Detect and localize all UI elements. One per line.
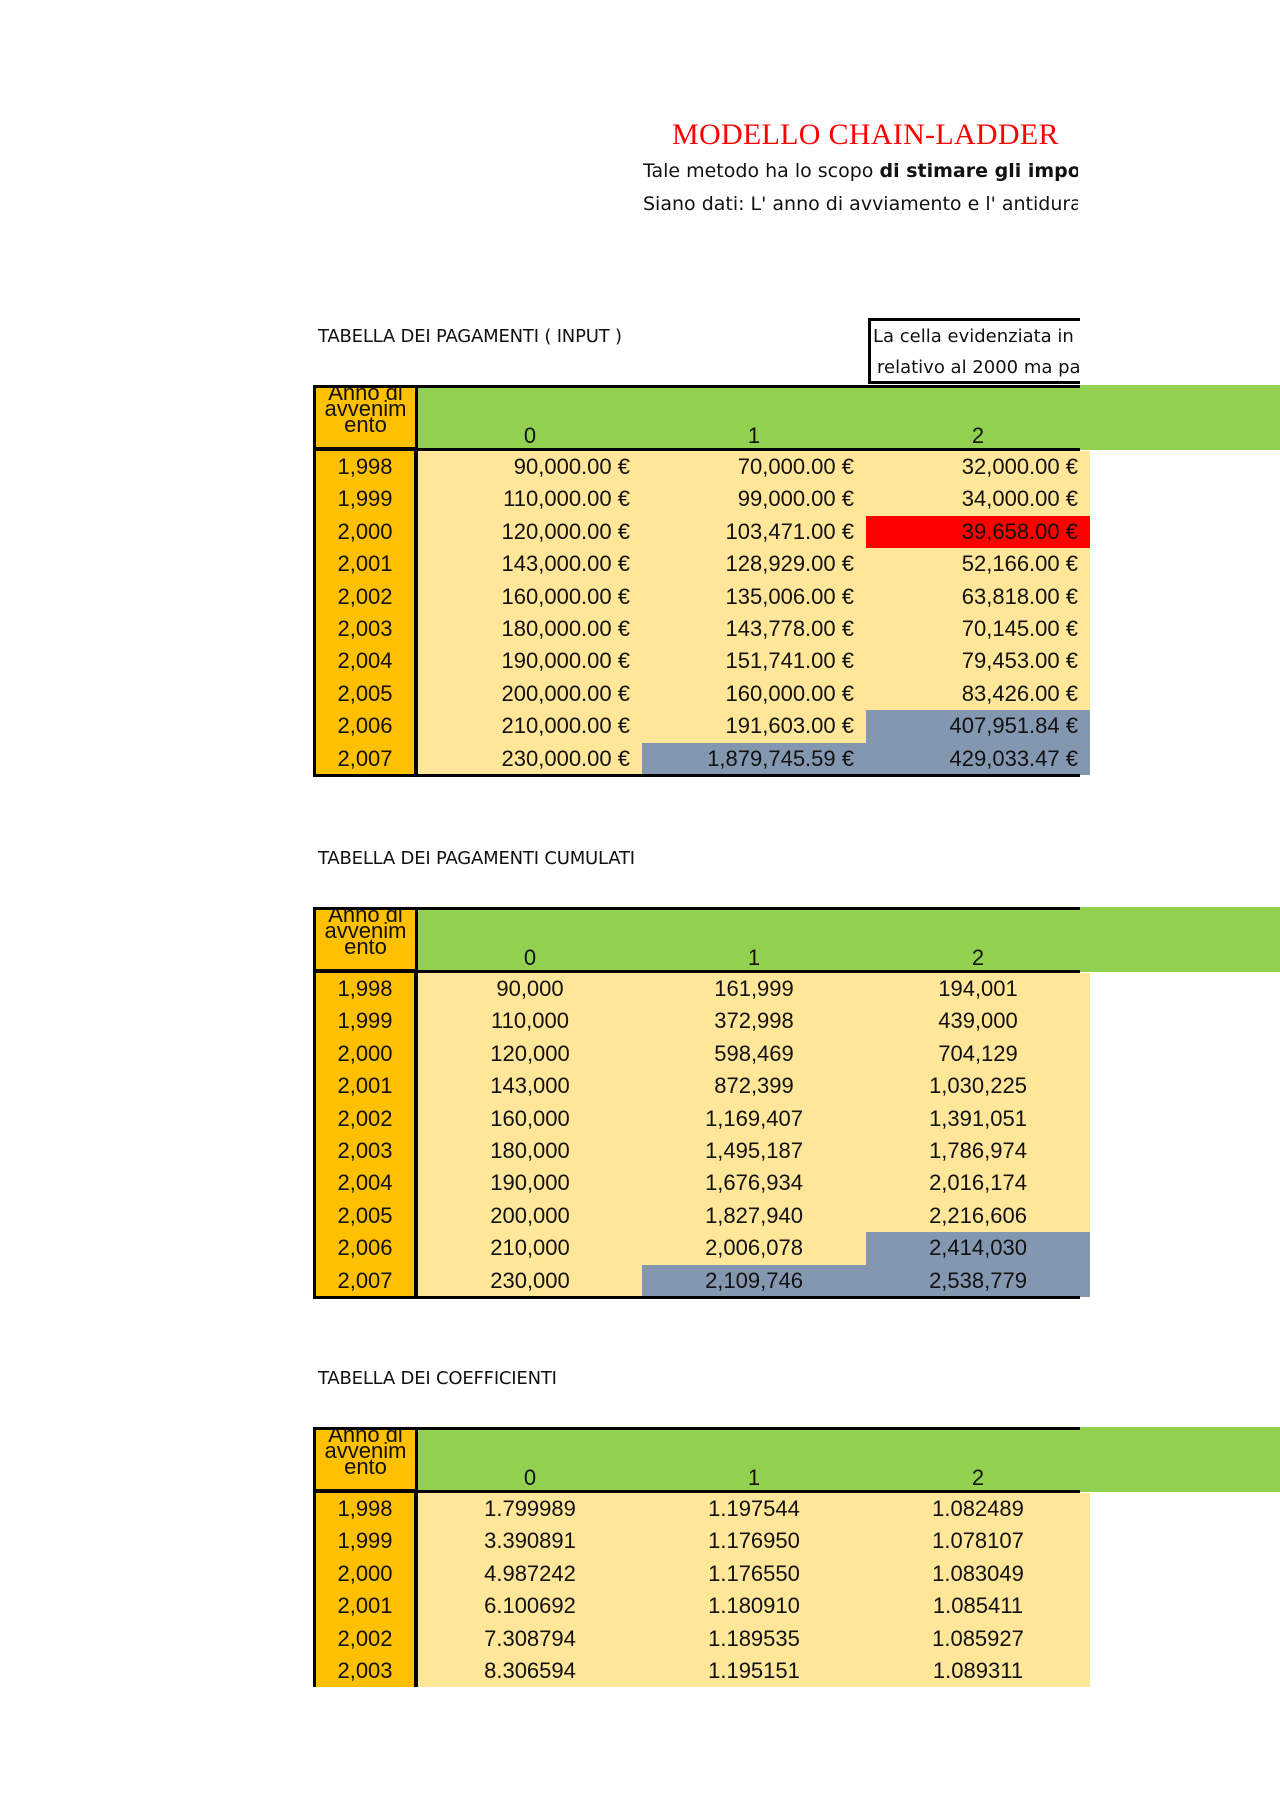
description-line-1: Tale metodo ha lo scopo di stimare gli i… xyxy=(643,160,1078,182)
table-row: 1,998 90,000.00 €70,000.00 €32,000.00 € xyxy=(313,451,1090,484)
table-bottom-border xyxy=(313,774,1080,777)
estimated-cell[interactable]: 429,033.47 € xyxy=(866,742,1090,775)
table-header: Anno di avvenim ento 0 1 2 xyxy=(313,385,1090,450)
header-top-border xyxy=(313,385,1080,388)
table-body: 1,998 1.799989 1.197544 1.082489 1,999 3.390… xyxy=(313,1493,1090,1688)
table-bottom-border xyxy=(313,1296,1080,1299)
estimated-cell[interactable]: 407,951.84 € xyxy=(866,710,1090,743)
estimated-cell[interactable]: 2,538,779 xyxy=(866,1264,1090,1297)
header-band xyxy=(418,1427,1280,1492)
section-label-cumulative: TABELLA DEI PAGAMENTI CUMULATI xyxy=(318,848,635,869)
column-header-0: 0 xyxy=(523,423,537,448)
column-header-1: 1 xyxy=(747,945,761,970)
table-body: 1,998 90,000 161,999 194,001 1,999 110,000 37… xyxy=(313,973,1090,1297)
table-row: 1,998 1.799989 1.197544 1.082489 xyxy=(313,1493,1090,1526)
table-row: 2,006 210,000.00 €191,603.00 €407,951.84 … xyxy=(313,710,1090,743)
table-body: 1,998 90,000.00 €70,000.00 €32,000.00 € 1… xyxy=(313,451,1090,775)
table-row: 2,005 200,000 1,827,940 2,216,606 xyxy=(313,1199,1090,1233)
table-row: 2,007 230,000 2,109,746 2,538,779 xyxy=(313,1264,1090,1297)
table-row: 2,000 120,000 598,469 704,129 xyxy=(313,1037,1090,1071)
table-row: 1,999 3.390891 1.176950 1.078107 xyxy=(313,1525,1090,1558)
table-row: 2,006 210,000 2,006,078 2,414,030 xyxy=(313,1232,1090,1265)
column-header-1: 1 xyxy=(747,1465,761,1490)
estimated-cell[interactable]: 2,109,746 xyxy=(642,1264,866,1297)
header-band xyxy=(418,385,1280,450)
year-header: Anno di avvenim ento xyxy=(313,907,418,972)
note-line-1: La cella evidenziata in xyxy=(873,326,1074,347)
section-label-input: TABELLA DEI PAGAMENTI ( INPUT ) xyxy=(318,326,622,347)
description-line-2: Siano dati: L' anno di avviamento e l' a… xyxy=(643,193,1078,215)
table-row: 2,001 143,000.00 €128,929.00 €52,166.00 € xyxy=(313,548,1090,581)
header-bottom-border xyxy=(313,448,1080,451)
table-row: 2,004 190,000 1,676,934 2,016,174 xyxy=(313,1167,1090,1200)
highlighted-cell[interactable]: 39,658.00 € xyxy=(866,515,1090,549)
table-row: 2,002 160,000 1,169,407 1,391,051 xyxy=(313,1102,1090,1135)
table-row: 2,005 200,000.00 €160,000.00 €83,426.00 € xyxy=(313,677,1090,711)
estimated-cell[interactable]: 1,879,745.59 € xyxy=(642,742,866,775)
header-bottom-border xyxy=(313,1490,1080,1493)
column-header-2: 2 xyxy=(971,945,985,970)
estimated-cell[interactable]: 2,414,030 xyxy=(866,1232,1090,1265)
header-band xyxy=(418,907,1280,972)
table-row: 2,002 160,000.00 €135,006.00 €63,818.00 € xyxy=(313,580,1090,613)
column-header-1: 1 xyxy=(747,423,761,448)
table-row: 2,003 8.306594 1.195151 1.089311 xyxy=(313,1654,1090,1688)
table-row: 2,001 143,000 872,399 1,030,225 xyxy=(313,1070,1090,1103)
table-header: Anno di avvenim ento 0 1 2 xyxy=(313,1427,1090,1492)
section-label-coefficients: TABELLA DEI COEFFICIENTI xyxy=(318,1368,557,1389)
note-box: La cella evidenziata in relativo al 2000… xyxy=(868,318,1080,384)
column-header-2: 2 xyxy=(971,1465,985,1490)
note-line-2: relativo al 2000 ma pa xyxy=(877,357,1080,378)
year-header: Anno di avvenim ento xyxy=(313,385,418,450)
table-row: 2,007 230,000.00 €1,879,745.59 €429,033.4… xyxy=(313,742,1090,775)
column-header-0: 0 xyxy=(523,945,537,970)
table-row: 2,003 180,000.00 €143,778.00 €70,145.00 € xyxy=(313,612,1090,646)
table-row: 2,003 180,000 1,495,187 1,786,974 xyxy=(313,1134,1090,1168)
header-top-border xyxy=(313,907,1080,910)
table-header: Anno di avvenim ento 0 1 2 xyxy=(313,907,1090,972)
table-row: 1,998 90,000 161,999 194,001 xyxy=(313,973,1090,1006)
table-row: 1,999 110,000.00 €99,000.00 €34,000.00 € xyxy=(313,483,1090,516)
page-title: MODELLO CHAIN-LADDER xyxy=(672,118,1059,151)
column-header-0: 0 xyxy=(523,1465,537,1490)
table-row: 2,004 190,000.00 €151,741.00 €79,453.00 € xyxy=(313,645,1090,678)
table-row: 2,001 6.100692 1.180910 1.085411 xyxy=(313,1590,1090,1623)
column-header-2: 2 xyxy=(971,423,985,448)
table-row: 2,000 120,000.00 €103,471.00 €39,658.00 € xyxy=(313,515,1090,549)
header-top-border xyxy=(313,1427,1080,1430)
year-header: Anno di avvenim ento xyxy=(313,1427,418,1492)
table-row: 2,002 7.308794 1.189535 1.085927 xyxy=(313,1622,1090,1655)
table-row: 2,000 4.987242 1.176550 1.083049 xyxy=(313,1557,1090,1591)
table-row: 1,999 110,000 372,998 439,000 xyxy=(313,1005,1090,1038)
header-bottom-border xyxy=(313,970,1080,973)
